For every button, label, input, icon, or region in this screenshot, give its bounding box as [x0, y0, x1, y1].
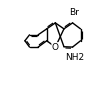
Text: O: O — [52, 43, 59, 52]
Text: NH2: NH2 — [65, 53, 84, 62]
Text: Br: Br — [69, 8, 79, 17]
